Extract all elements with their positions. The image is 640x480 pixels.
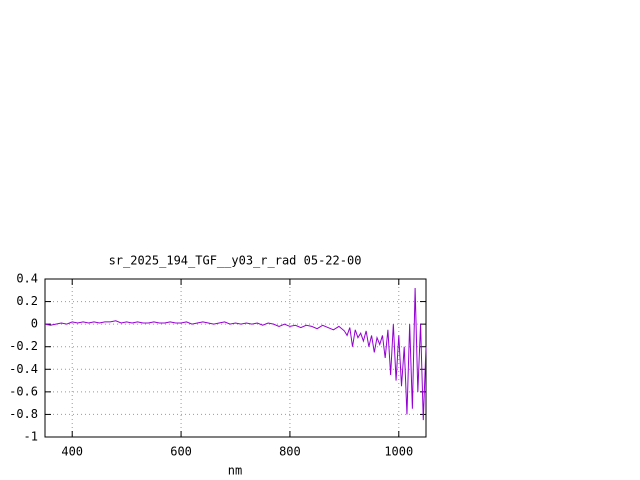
y-tick-label: -1	[24, 430, 38, 444]
y-tick-label: 0.2	[16, 294, 38, 308]
y-tick-label: -0.8	[9, 407, 38, 421]
y-tick-label: 0.4	[16, 272, 38, 286]
data-line	[44, 288, 427, 421]
x-axis-label: nm	[228, 464, 242, 478]
y-tick-label: -0.6	[9, 384, 38, 398]
plot-border	[44, 278, 427, 438]
x-tick-label: 800	[279, 445, 301, 459]
chart-title: sr_2025_194_TGF__y03_r_rad 05-22-00	[109, 254, 362, 268]
x-tick-label: 400	[61, 445, 83, 459]
x-tick-label: 600	[170, 445, 192, 459]
x-tick-label: 1000	[384, 445, 413, 459]
y-tick-label: 0	[31, 317, 38, 331]
y-tick-label: -0.4	[9, 362, 38, 376]
y-tick-label: -0.2	[9, 339, 38, 353]
